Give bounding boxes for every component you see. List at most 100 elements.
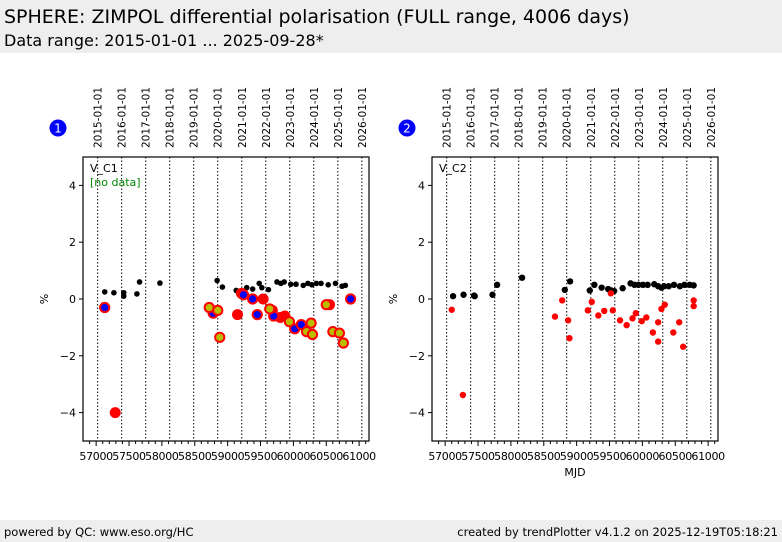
data-point-olive-red-ring — [264, 303, 276, 315]
panel-label: V_C1 — [90, 162, 118, 175]
data-point-olive-red-ring — [320, 299, 332, 311]
top-date-label: 2022-01-01 — [261, 87, 273, 148]
data-point-red — [690, 302, 697, 310]
data-point-red-large — [109, 407, 121, 419]
data-point-black — [489, 291, 496, 298]
top-date-label: 2015-01-01 — [93, 87, 105, 148]
data-point-black — [120, 293, 127, 299]
data-point-red — [623, 321, 630, 329]
page-title: SPHERE: ZIMPOL differential polarisation… — [4, 6, 630, 28]
data-point-red — [679, 343, 687, 350]
x-axis-label: MJD — [564, 466, 585, 479]
top-date-label: 2019-01-01 — [538, 87, 550, 148]
top-date-label: 2025-01-01 — [682, 87, 694, 148]
data-point-black — [665, 283, 672, 290]
data-point-red — [629, 315, 636, 322]
data-point-black — [259, 284, 265, 291]
data-point-olive-red-ring — [214, 331, 226, 343]
top-date-label: 2023-01-01 — [634, 87, 646, 148]
y-tick-label: −2 — [409, 350, 425, 363]
y-axis-label: % — [38, 294, 51, 304]
data-point-black — [644, 281, 651, 288]
data-point-black — [111, 289, 117, 296]
y-tick-label: 4 — [69, 179, 76, 192]
x-tick-label: 59500 — [244, 450, 278, 463]
data-point-red-large — [257, 293, 269, 305]
data-point-black — [134, 291, 140, 297]
data-point-red — [448, 306, 455, 313]
top-date-label: 2016-01-01 — [466, 87, 478, 148]
data-point-red — [564, 317, 572, 324]
data-point-black — [518, 274, 526, 281]
footer-powered-by: powered by QC: www.eso.org/HC — [4, 525, 194, 539]
data-point-red — [670, 329, 677, 336]
data-point-red — [616, 317, 624, 324]
top-date-label: 2024-01-01 — [658, 87, 670, 148]
data-point-red — [676, 319, 683, 326]
data-point-blue-red-ring — [344, 293, 357, 305]
x-tick-label: 58000 — [145, 450, 179, 463]
x-tick-label: 60500 — [659, 450, 693, 463]
top-date-label: 2026-01-01 — [706, 87, 718, 148]
y-tick-label: −4 — [60, 407, 76, 420]
data-point-black — [287, 281, 294, 288]
data-point-black — [249, 286, 256, 292]
data-point-black — [619, 285, 626, 292]
data-point-red — [607, 290, 615, 297]
data-point-olive-red-ring — [283, 316, 296, 328]
x-tick-label: 59000 — [560, 450, 594, 463]
no-data-annotation: [no data] — [90, 176, 141, 189]
data-point-black — [670, 281, 678, 288]
x-tick-label: 61000 — [691, 450, 725, 463]
data-point-red — [649, 329, 657, 336]
data-range-subtitle: Data range: 2015-01-01 ... 2025-09-28* — [4, 31, 324, 50]
x-tick-label: 58000 — [494, 450, 528, 463]
data-point-red — [632, 310, 640, 317]
data-point-red — [638, 317, 645, 325]
data-point-black — [493, 281, 501, 288]
data-point-black — [136, 279, 143, 285]
data-point-black — [313, 280, 320, 287]
data-point-black — [265, 286, 272, 293]
top-date-label: 2020-01-01 — [213, 87, 225, 148]
top-date-label: 2017-01-01 — [490, 87, 502, 148]
data-point-black — [660, 283, 668, 290]
top-date-label: 2019-01-01 — [189, 87, 201, 148]
data-point-olive-red-ring — [306, 328, 319, 341]
data-point-black — [681, 281, 688, 288]
x-tick-label: 61000 — [342, 450, 376, 463]
x-tick-label: 59000 — [211, 450, 245, 463]
y-tick-label: −4 — [409, 407, 425, 420]
data-point-black — [471, 292, 478, 300]
y-tick-label: 0 — [69, 293, 76, 306]
y-tick-label: 2 — [418, 236, 425, 249]
data-point-black — [639, 281, 647, 288]
data-point-red — [595, 312, 602, 319]
header-bar: SPHERE: ZIMPOL differential polarisation… — [0, 0, 782, 53]
data-point-black — [243, 284, 250, 291]
data-point-black — [598, 284, 605, 291]
y-tick-label: −2 — [60, 350, 76, 363]
data-point-red — [609, 307, 617, 314]
data-point-black — [635, 281, 642, 288]
data-point-red — [601, 307, 608, 315]
data-point-olive-red-ring — [212, 304, 224, 316]
data-point-red-large — [232, 309, 244, 321]
top-date-label: 2016-01-01 — [117, 87, 129, 148]
data-point-black — [309, 282, 315, 288]
data-point-black — [561, 286, 569, 294]
x-tick-label: 60000 — [277, 450, 311, 463]
y-tick-label: 4 — [418, 179, 425, 192]
top-date-label: 2024-01-01 — [309, 87, 321, 148]
panel-badge — [49, 119, 67, 137]
top-date-label: 2021-01-01 — [237, 87, 249, 148]
data-point-blue-red-ring — [251, 309, 263, 321]
top-date-label: 2020-01-01 — [562, 87, 574, 148]
data-point-red — [654, 338, 662, 345]
data-point-black — [318, 280, 324, 287]
top-date-label: 2023-01-01 — [285, 87, 297, 148]
data-point-blue-red-ring — [247, 293, 259, 305]
y-tick-label: 2 — [69, 236, 76, 249]
y-tick-label: 0 — [418, 293, 425, 306]
